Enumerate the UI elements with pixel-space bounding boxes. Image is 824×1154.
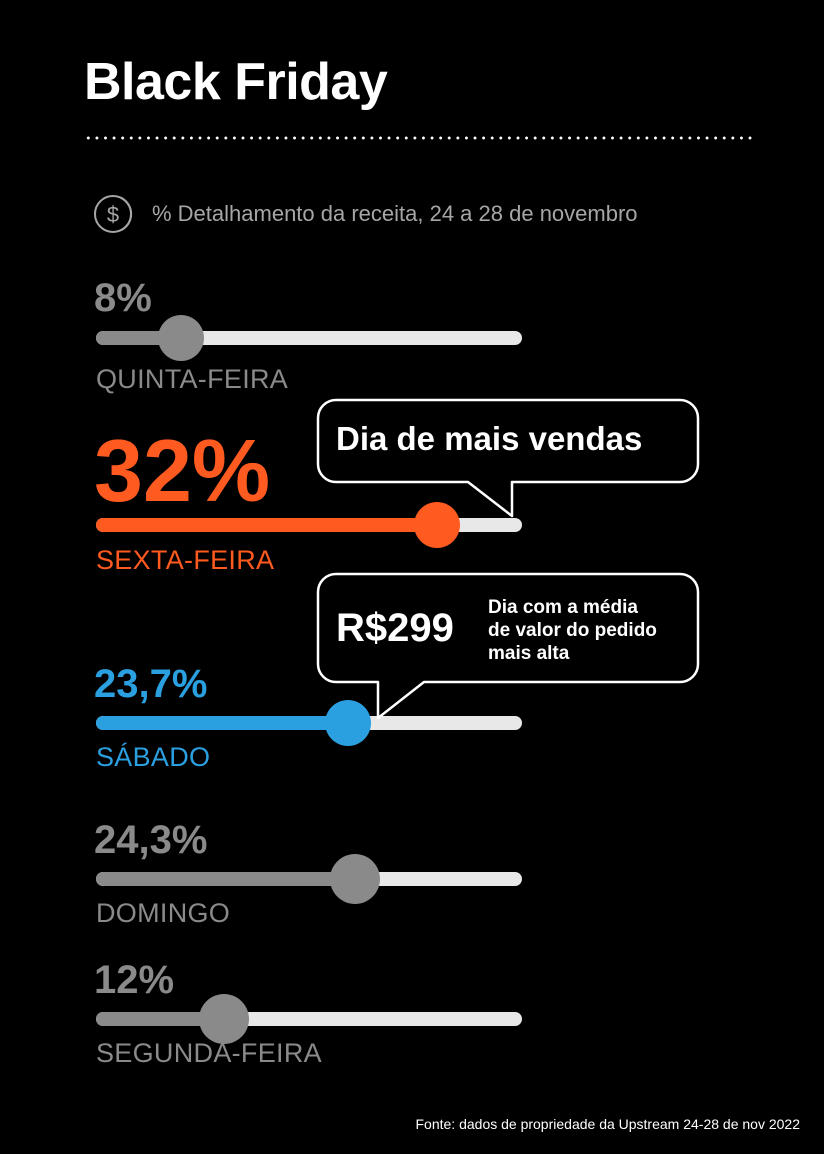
- callout-avg-order-value: R$299: [336, 606, 454, 650]
- category-label: SEGUNDA-FEIRA: [96, 1038, 322, 1068]
- bar-value-label: 8%: [94, 276, 152, 320]
- bar: [96, 518, 437, 532]
- bar-value-label: 24,3%: [94, 818, 208, 862]
- dotted-divider: [84, 136, 752, 140]
- bar-knob: [325, 700, 372, 746]
- bar: [96, 1012, 224, 1026]
- bar-value-label: 12%: [94, 958, 175, 1002]
- source-footnote: Fonte: dados de propriedade da Upstream …: [415, 1116, 801, 1132]
- bar-knob: [329, 854, 380, 904]
- bar-knob: [198, 994, 249, 1044]
- bar-knob: [413, 502, 460, 548]
- callout-avg-order-line: de valor do pedido: [488, 620, 657, 641]
- page-title: Black Friday: [84, 53, 388, 111]
- category-label: DOMINGO: [96, 898, 231, 928]
- bar: [96, 872, 355, 886]
- bar-knob: [158, 315, 205, 361]
- callout-avg-order: [316, 572, 700, 720]
- bar: [96, 716, 349, 730]
- callout-top-day: [316, 398, 700, 518]
- callout-avg-order-line: mais alta: [488, 643, 570, 664]
- callout-avg-order-line: Dia com a média: [488, 597, 638, 618]
- category-label: QUINTA-FEIRA: [96, 364, 289, 394]
- svg-text:$: $: [107, 202, 119, 227]
- chart-subtitle: % Detalhamento da receita, 24 a 28 de no…: [152, 201, 638, 226]
- dollar-coin-icon: $: [94, 195, 133, 233]
- category-label: SÁBADO: [96, 742, 211, 772]
- bar-value-label: 32%: [94, 421, 271, 520]
- callout-top-day-text: Dia de mais vendas: [336, 420, 643, 457]
- category-label: SEXTA-FEIRA: [96, 545, 275, 575]
- bar-value-label: 23,7%: [94, 662, 208, 706]
- callout-avg-order-description: Dia com a média de valor do pedido mais …: [488, 596, 657, 665]
- subtitle-row: $ % Detalhamento da receita, 24 a 28 de …: [92, 190, 638, 238]
